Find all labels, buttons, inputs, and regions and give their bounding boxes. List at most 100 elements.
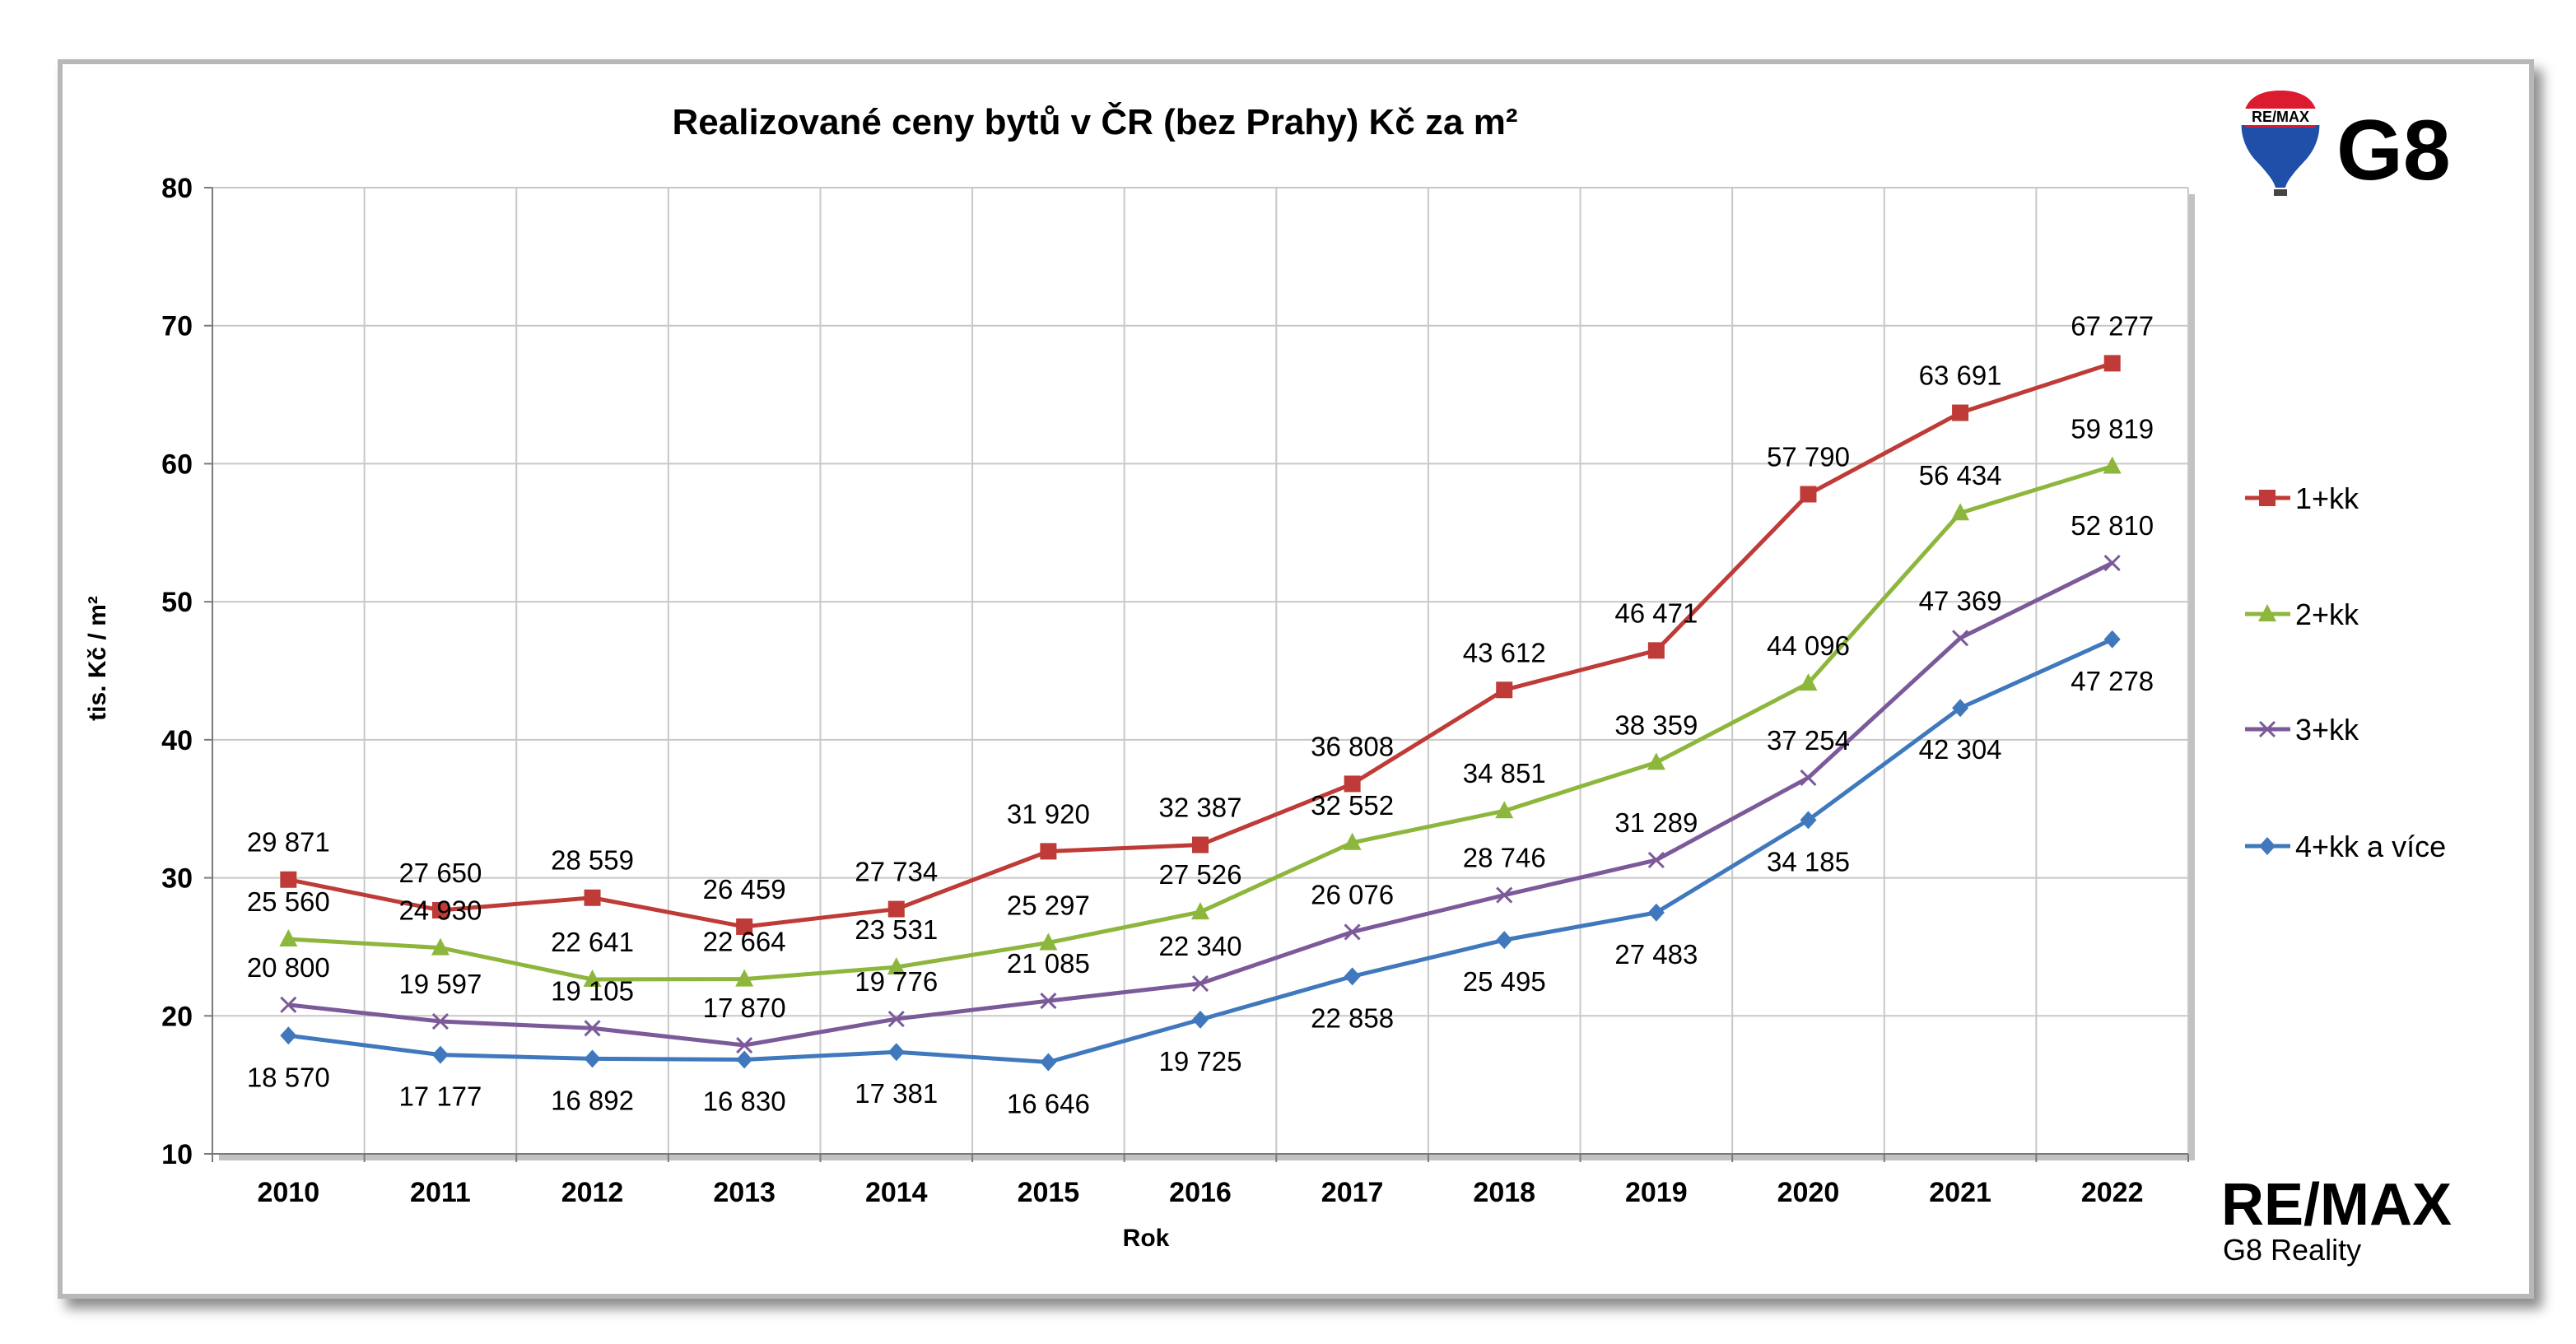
data-label: 47 278: [2071, 666, 2154, 696]
x-tick-label: 2011: [410, 1177, 471, 1208]
y-tick-label: 40: [161, 725, 193, 756]
data-point: [1800, 811, 1817, 830]
data-label: 25 297: [1007, 890, 1090, 920]
legend-label: 3+kk: [2295, 713, 2359, 746]
data-label: 27 526: [1159, 859, 1242, 890]
x-tick-label: 2010: [257, 1177, 319, 1208]
x-axis-label: Rok: [1123, 1225, 1170, 1252]
data-label: 17 870: [703, 993, 786, 1023]
y-tick-label: 30: [161, 863, 193, 895]
data-point: [1040, 843, 1057, 860]
data-point: [1344, 923, 1361, 941]
data-point: [431, 1045, 449, 1064]
legend-marker: [2259, 490, 2276, 506]
legend-marker: [2259, 837, 2276, 855]
data-label: 19 725: [1159, 1046, 1242, 1077]
x-tick-label: 2019: [1625, 1177, 1688, 1208]
data-point: [280, 996, 297, 1013]
data-label: 46 471: [1614, 598, 1698, 628]
data-point: [2103, 630, 2121, 649]
remax-wordmark: RE/MAX: [2221, 1172, 2452, 1238]
data-label: 36 808: [1311, 731, 1394, 761]
x-tick-label: 2012: [561, 1177, 624, 1208]
data-point: [887, 957, 906, 975]
data-label: 19 105: [551, 975, 634, 1006]
data-point: [1344, 775, 1361, 793]
data-label: 34 851: [1463, 758, 1546, 788]
x-tick-label: 2015: [1018, 1177, 1080, 1208]
data-point: [2103, 456, 2122, 474]
chart-title: Realizované ceny bytů v ČR (bez Prahy) K…: [673, 100, 1518, 142]
data-point: [1952, 630, 1969, 647]
balloon-logo-text: RE/MAX: [2252, 109, 2309, 125]
remax-logo: RE/MAX G8 Reality: [2221, 1172, 2452, 1267]
y-tick-label: 10: [161, 1139, 193, 1170]
y-tick-label: 60: [161, 449, 193, 480]
data-point: [1496, 681, 1513, 699]
x-tick-label: 2014: [865, 1177, 928, 1208]
g8-logo-text: G8: [2336, 103, 2451, 198]
legend-marker: [2258, 720, 2276, 738]
data-point: [1799, 673, 1818, 691]
data-label: 23 531: [855, 914, 938, 945]
legend-label: 1+kk: [2295, 481, 2359, 515]
data-label: 31 289: [1614, 807, 1698, 838]
data-label: 29 871: [247, 827, 330, 858]
data-point: [736, 1050, 753, 1069]
x-tick-label: 2013: [713, 1177, 776, 1208]
data-point: [1039, 932, 1058, 951]
data-label: 28 559: [551, 845, 634, 876]
data-label: 18 570: [247, 1062, 330, 1092]
data-label: 22 858: [1311, 1002, 1394, 1033]
data-point: [584, 1020, 601, 1037]
data-point: [1800, 769, 1817, 786]
data-label: 67 277: [2071, 310, 2154, 341]
data-point: [1496, 931, 1513, 950]
y-tick-label: 20: [161, 1001, 193, 1032]
data-point: [280, 1026, 297, 1045]
data-point: [736, 1036, 753, 1054]
data-label: 17 177: [398, 1081, 482, 1112]
data-point: [1647, 903, 1665, 922]
data-point: [1495, 801, 1514, 819]
plot-area: [212, 188, 2195, 1160]
data-label: 43 612: [1463, 637, 1546, 667]
data-label: 16 892: [551, 1085, 634, 1115]
data-label: 27 734: [855, 857, 938, 887]
remax-subtitle: G8 Reality: [2223, 1233, 2361, 1267]
data-label: 22 340: [1159, 931, 1242, 961]
data-point: [583, 969, 602, 987]
data-point: [1344, 967, 1361, 986]
x-tick-label: 2017: [1321, 1177, 1384, 1208]
data-point: [1191, 902, 1209, 920]
data-label: 25 560: [247, 886, 330, 917]
data-point: [1952, 404, 1969, 421]
data-label: 32 387: [1159, 793, 1242, 823]
x-tick-label: 2018: [1473, 1177, 1535, 1208]
data-label: 20 800: [247, 952, 330, 983]
data-label: 38 359: [1614, 709, 1698, 740]
data-label: 17 381: [855, 1078, 938, 1109]
data-point: [1192, 836, 1209, 853]
data-label: 22 641: [551, 927, 634, 957]
data-point: [887, 1010, 905, 1028]
data-label: 28 746: [1463, 843, 1546, 873]
data-point: [1647, 851, 1665, 869]
data-point: [736, 918, 753, 935]
data-point: [1951, 503, 1970, 521]
y-tick-label: 80: [161, 173, 193, 204]
data-label: 59 819: [2071, 413, 2154, 444]
data-label: 32 552: [1311, 790, 1394, 821]
data-point: [1647, 752, 1665, 770]
x-tick-label: 2020: [1777, 1177, 1840, 1208]
balloon-logo: RE/MAX G8: [2241, 91, 2451, 198]
x-axis-ticks: 2010 2011 2012 2013 2014 2015 2016 2017 2018 2019…: [257, 1177, 2143, 1208]
data-label: 37 254: [1767, 725, 1850, 756]
legend: 1+kk 2+kk 3+kk 4+kk a více: [2245, 481, 2446, 863]
data-point: [1040, 1053, 1057, 1072]
data-point: [431, 937, 450, 956]
data-point: [887, 900, 905, 918]
data-label: 25 495: [1463, 966, 1546, 997]
series-lines: [279, 355, 2122, 1072]
data-label: 34 185: [1767, 846, 1850, 877]
